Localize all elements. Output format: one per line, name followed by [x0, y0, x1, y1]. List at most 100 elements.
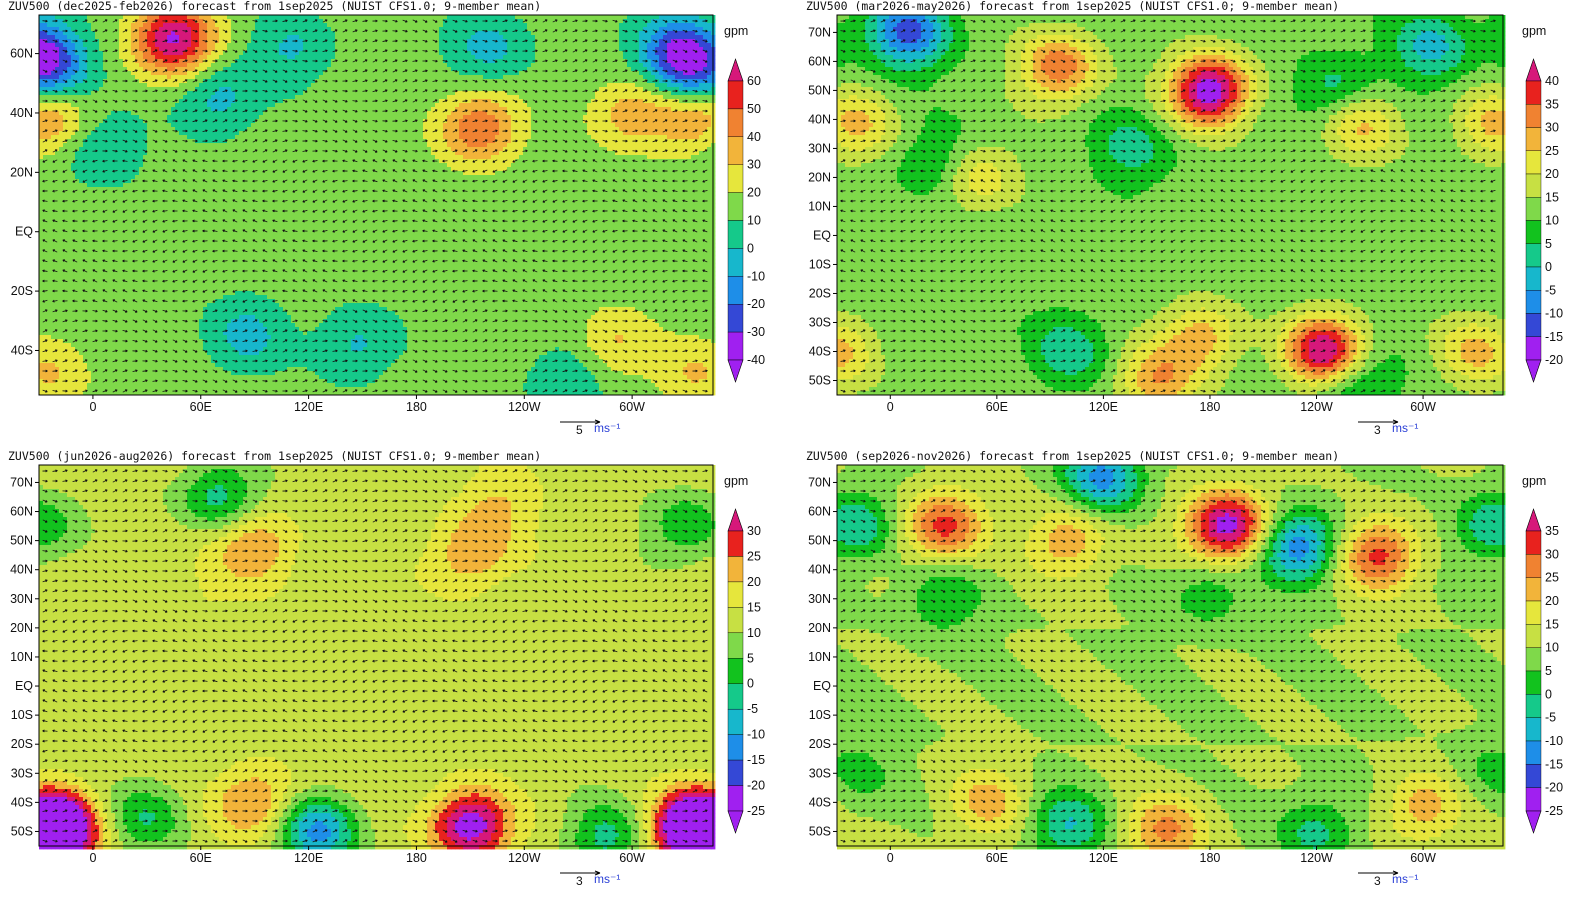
field-cell [99, 347, 103, 351]
field-cell [63, 283, 67, 287]
field-cell [87, 67, 91, 71]
field-cell [227, 327, 231, 331]
field-cell [247, 235, 251, 239]
field-cell [211, 191, 215, 195]
field-cell [159, 103, 163, 107]
field-cell [67, 295, 71, 299]
field-cell [143, 75, 147, 79]
field-cell [179, 163, 183, 167]
field-cell [39, 59, 43, 63]
field-cell [147, 99, 151, 103]
field-cell [215, 123, 219, 127]
anomaly-field [39, 15, 715, 395]
field-cell [175, 63, 179, 67]
field-cell [167, 363, 171, 367]
field-cell [139, 303, 143, 307]
field-cell [39, 71, 43, 75]
field-cell [87, 259, 91, 263]
field-cell [191, 43, 195, 47]
field-cell [107, 267, 111, 271]
field-cell [95, 287, 99, 291]
field-cell [223, 155, 227, 159]
field-cell [131, 335, 135, 339]
field-cell [207, 91, 211, 95]
field-cell [167, 75, 171, 79]
field-cell [199, 267, 203, 271]
field-cell [135, 171, 139, 175]
field-cell [67, 99, 71, 103]
field-cell [127, 23, 131, 27]
field-cell [43, 355, 47, 359]
field-cell [207, 39, 211, 43]
field-cell [219, 87, 223, 91]
field-cell [39, 155, 43, 159]
field-cell [131, 95, 135, 99]
field-cell [187, 383, 191, 387]
field-cell [223, 35, 227, 39]
field-cell [151, 83, 155, 87]
field-cell [235, 355, 239, 359]
field-cell [187, 95, 191, 99]
field-cell [135, 103, 139, 107]
field-cell [95, 155, 99, 159]
field-cell [135, 175, 139, 179]
field-cell [127, 255, 131, 259]
field-cell [43, 215, 47, 219]
field-cell [47, 387, 51, 391]
field-cell [199, 103, 203, 107]
field-cell [95, 191, 99, 195]
field-cell [139, 335, 143, 339]
field-cell [215, 55, 219, 59]
field-cell [203, 315, 207, 319]
field-cell [59, 99, 63, 103]
field-cell [111, 63, 115, 67]
field-cell [51, 271, 55, 275]
field-cell [195, 283, 199, 287]
field-cell [79, 111, 83, 115]
field-cell [111, 331, 115, 335]
field-cell [147, 291, 151, 295]
field-cell [59, 195, 63, 199]
field-cell [87, 167, 91, 171]
field-cell [91, 151, 95, 155]
field-cell [79, 271, 83, 275]
field-cell [195, 195, 199, 199]
field-cell [107, 347, 111, 351]
field-cell [47, 371, 51, 375]
field-cell [95, 83, 99, 87]
field-cell [143, 355, 147, 359]
field-cell [107, 343, 111, 347]
field-cell [135, 219, 139, 223]
field-cell [67, 203, 71, 207]
field-cell [227, 347, 231, 351]
field-cell [147, 383, 151, 387]
field-cell [199, 191, 203, 195]
field-cell [79, 179, 83, 183]
field-cell [175, 211, 179, 215]
field-cell [67, 383, 71, 387]
field-cell [179, 43, 183, 47]
field-cell [87, 35, 91, 39]
field-cell [159, 371, 163, 375]
field-cell [91, 15, 95, 19]
field-cell [71, 131, 75, 135]
field-cell [131, 15, 135, 19]
field-cell [47, 259, 51, 263]
field-cell [239, 231, 243, 235]
field-cell [139, 263, 143, 267]
field-cell [55, 355, 59, 359]
field-cell [139, 127, 143, 131]
field-cell [179, 139, 183, 143]
field-cell [187, 63, 191, 67]
field-cell [199, 247, 203, 251]
field-cell [219, 111, 223, 115]
field-cell [63, 35, 67, 39]
field-cell [75, 83, 79, 87]
field-cell [59, 167, 63, 171]
field-cell [223, 263, 227, 267]
field-cell [67, 63, 71, 67]
field-cell [127, 127, 131, 131]
field-cell [143, 23, 147, 27]
field-cell [167, 19, 171, 23]
field-cell [175, 291, 179, 295]
